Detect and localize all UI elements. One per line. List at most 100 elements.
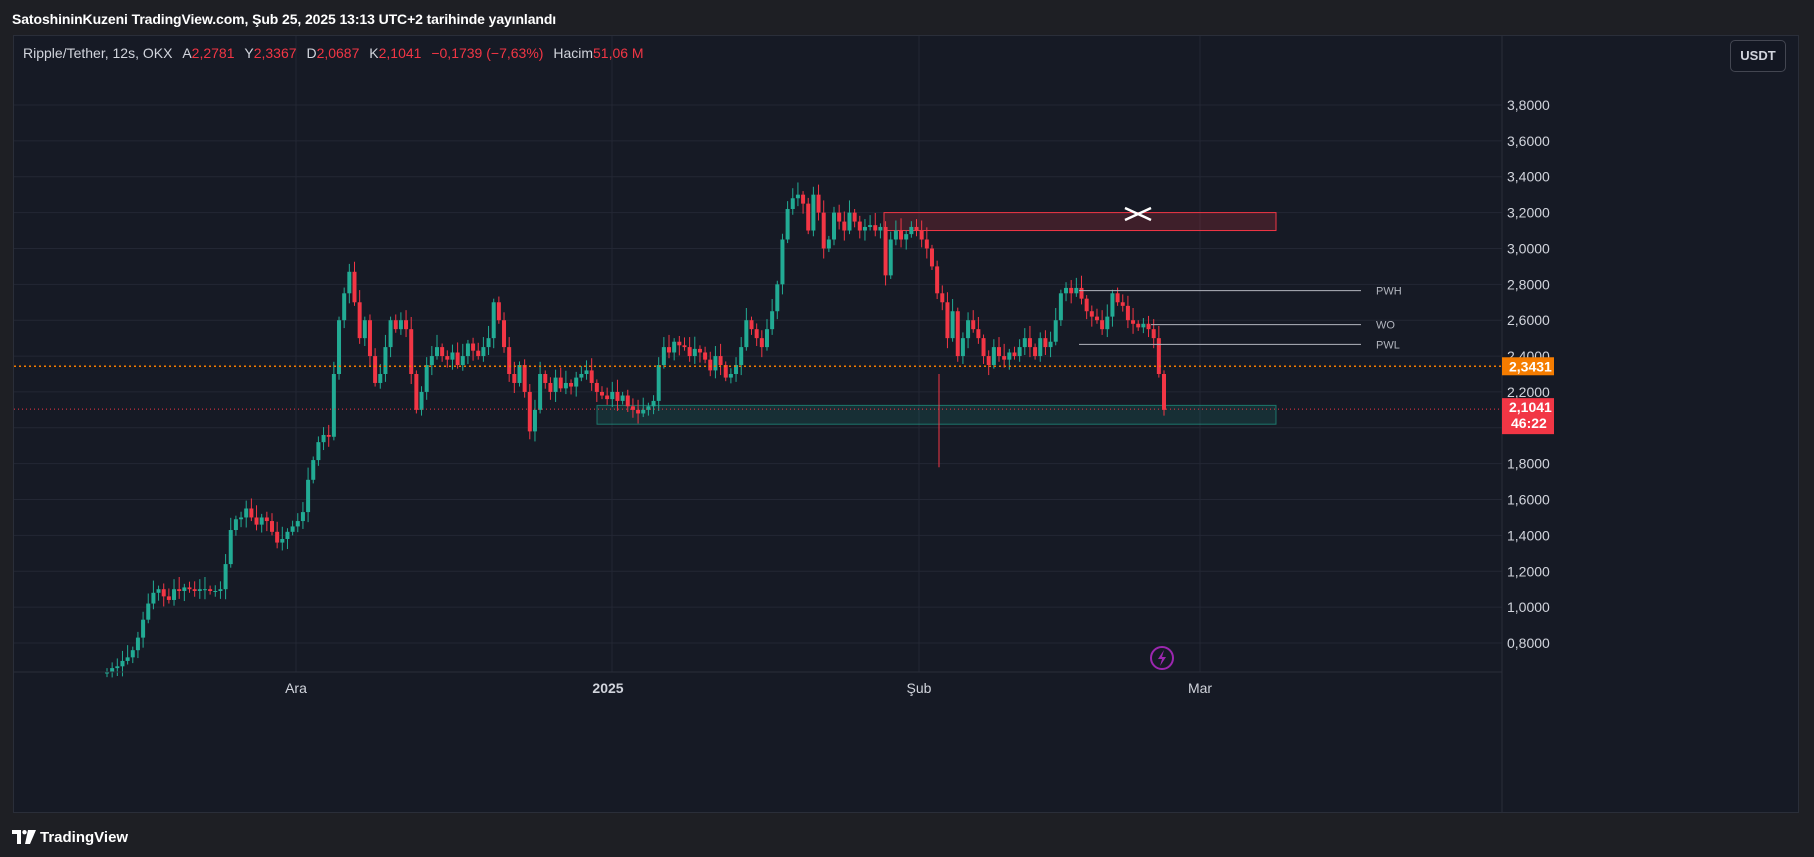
candle-body bbox=[141, 619, 146, 638]
candle-body bbox=[955, 311, 960, 357]
candle-body bbox=[1141, 323, 1146, 328]
candle-body bbox=[440, 347, 445, 357]
candle-body bbox=[455, 352, 460, 366]
supply-zone[interactable] bbox=[883, 212, 1277, 232]
candle-body bbox=[424, 365, 429, 392]
candle-body bbox=[378, 374, 383, 383]
candle-body bbox=[522, 365, 527, 392]
candle-body bbox=[393, 320, 398, 330]
candle-body bbox=[929, 248, 934, 267]
candle-body bbox=[465, 343, 470, 357]
price-tick-label: 3,8000 bbox=[1507, 97, 1550, 113]
volume-value: 51,06 M bbox=[593, 45, 644, 61]
candle-body bbox=[816, 194, 821, 213]
candle-body bbox=[218, 589, 223, 591]
candle-body bbox=[960, 338, 965, 357]
price-tag-last bbox=[1502, 398, 1554, 435]
candle-body bbox=[795, 194, 800, 199]
candle-body bbox=[105, 671, 109, 674]
candle-body bbox=[558, 377, 563, 389]
high-value: 2,3367 bbox=[253, 45, 297, 61]
candle-body bbox=[120, 660, 125, 667]
candle-body bbox=[904, 234, 909, 240]
candle-body bbox=[997, 347, 1002, 357]
candle-body bbox=[280, 538, 285, 543]
candle-body bbox=[548, 382, 553, 392]
candle-body bbox=[331, 374, 336, 437]
candle-body bbox=[1033, 347, 1038, 357]
candle-body bbox=[914, 226, 919, 231]
candle-body bbox=[682, 345, 687, 348]
candle-body bbox=[337, 320, 342, 374]
candle-body bbox=[806, 203, 811, 231]
candle-body bbox=[471, 343, 476, 351]
candle-body bbox=[1146, 323, 1151, 330]
level-label-pwh: PWH bbox=[1376, 286, 1402, 298]
candle-body bbox=[713, 356, 718, 371]
candle-body bbox=[156, 589, 161, 593]
candle-body bbox=[589, 370, 594, 383]
candle-body bbox=[1120, 302, 1125, 306]
time-tick-label: 2025 bbox=[592, 680, 623, 696]
candle-body bbox=[1125, 305, 1130, 321]
price-axis[interactable]: 3,8000 3,6000 3,4000 3,2000 3,0000 2,8000 2,60… bbox=[1501, 36, 1550, 813]
tradingview-logo[interactable]: TradingView bbox=[12, 827, 128, 847]
candle-body bbox=[130, 650, 135, 658]
candle-body bbox=[641, 409, 646, 414]
candle-body bbox=[306, 479, 311, 513]
candle-body bbox=[883, 226, 888, 276]
logo-text: TradingView bbox=[40, 828, 129, 846]
candle-body bbox=[723, 365, 728, 378]
candle-body bbox=[264, 517, 269, 522]
demand-zone[interactable] bbox=[596, 404, 1277, 425]
high-label: Y bbox=[244, 45, 254, 61]
candle-body bbox=[239, 517, 244, 520]
candle-body bbox=[667, 347, 672, 353]
candle-body bbox=[919, 230, 924, 240]
candle-body bbox=[311, 460, 316, 480]
candle-body bbox=[563, 382, 568, 389]
overlays-layer: PWH WO PWL bbox=[14, 286, 1502, 410]
publish-title: SatoshininKuzeni TradingView.com, Şub 25… bbox=[12, 11, 557, 27]
candle-body bbox=[172, 589, 177, 600]
candle-body bbox=[950, 311, 955, 339]
candle-body bbox=[579, 374, 584, 378]
tradingview-logo-icon bbox=[12, 830, 36, 844]
candle-body bbox=[1027, 338, 1032, 348]
candle-body bbox=[228, 530, 233, 565]
grid-lines bbox=[14, 36, 1502, 672]
price-chart[interactable]: PWH WO PWL 3,8000 3,6000 3,4000 3,2000 3,0000 2… bbox=[14, 36, 1799, 813]
candle-body bbox=[161, 589, 166, 597]
close-label: K bbox=[369, 45, 379, 61]
candle-body bbox=[790, 198, 795, 210]
time-axis[interactable]: Ara 2025 Şub Mar bbox=[14, 671, 1502, 696]
candle-body bbox=[404, 320, 409, 330]
publish-header: SatoshininKuzeni TradingView.com, Şub 25… bbox=[0, 0, 1814, 36]
candle-body bbox=[1115, 293, 1120, 303]
symbol-name[interactable]: Ripple/Tether, 12s, OKX bbox=[23, 45, 173, 61]
candle-body bbox=[651, 400, 656, 407]
candle-body bbox=[486, 338, 491, 348]
candle-body bbox=[223, 564, 228, 590]
candle-body bbox=[367, 320, 372, 357]
price-tick-label: 3,6000 bbox=[1507, 133, 1550, 149]
candle-body bbox=[373, 356, 378, 383]
low-label: D bbox=[306, 45, 317, 61]
candle-body bbox=[146, 603, 151, 620]
currency-button[interactable]: USDT bbox=[1730, 40, 1786, 72]
alert-marker[interactable] bbox=[1150, 646, 1174, 670]
candle-body bbox=[991, 347, 996, 366]
candle-body bbox=[873, 225, 878, 231]
candle-body bbox=[610, 391, 615, 400]
candle-body bbox=[1079, 287, 1084, 299]
candle-body bbox=[187, 587, 192, 590]
candle-body bbox=[316, 442, 321, 461]
chart-frame[interactable]: PWH WO PWL 3,8000 3,6000 3,4000 3,2000 3,0000 2… bbox=[13, 35, 1799, 813]
candle-body bbox=[110, 668, 115, 672]
candle-body bbox=[1100, 320, 1105, 330]
candle-body bbox=[151, 592, 156, 604]
candle-body bbox=[383, 347, 388, 374]
candle-body bbox=[290, 526, 295, 532]
candle-body bbox=[275, 531, 280, 543]
price-tick-label: 1,0000 bbox=[1507, 599, 1550, 615]
